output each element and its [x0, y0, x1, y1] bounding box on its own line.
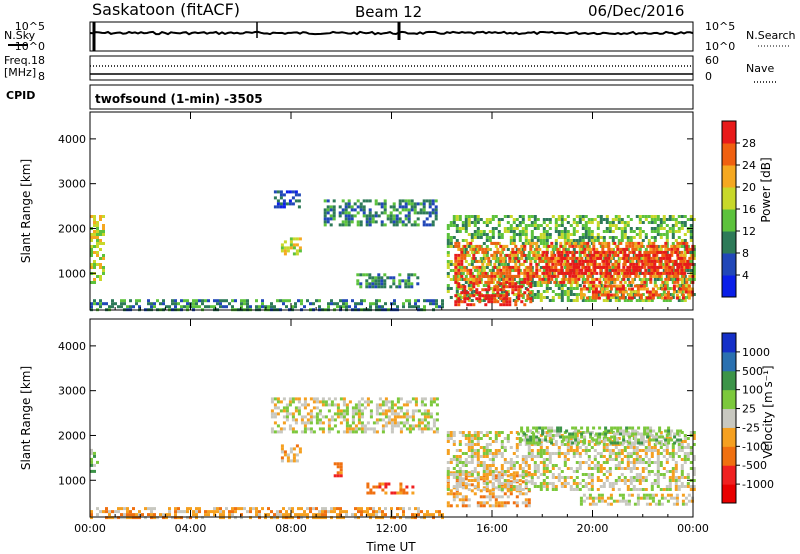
power-region-10 [542, 250, 690, 275]
velocity-region-4 [333, 462, 343, 478]
xtick-5: 20:00 [577, 522, 609, 535]
velocity-cbar-seg-0 [722, 484, 736, 504]
velocity-cbar-seg-6 [722, 370, 736, 391]
power-region-2 [273, 190, 301, 209]
velocity-cbar-seg-3 [722, 427, 736, 447]
xtick-1: 04:00 [175, 522, 207, 535]
velocity-cbar-tick-4: -25 [742, 421, 760, 434]
velocity-cbar-seg-1 [722, 465, 736, 485]
nave-label: Nave [746, 62, 774, 75]
power-cbar-tick-1: 8 [742, 247, 749, 260]
velocity-cbar-tick-2: 100 [742, 384, 763, 397]
velocity-cbar-seg-8 [722, 333, 736, 353]
velocity-ytick-1: 2000 [58, 429, 86, 442]
noise-rtick-bottom: 10^0 [705, 40, 735, 53]
velocity-cbar-seg-5 [722, 389, 736, 410]
power-ytick-2: 3000 [58, 178, 86, 191]
xtick-3: 12:00 [376, 522, 408, 535]
noise-ytick-top: 10^5 [15, 20, 45, 33]
power-cbar-tick-6: 28 [742, 137, 756, 150]
power-cbar-tick-2: 12 [742, 225, 756, 238]
cpid-label: CPID [6, 89, 35, 102]
velocity-data [90, 397, 696, 520]
noise-sky-label: N.Sky [4, 29, 36, 42]
velocity-ylabel: Slant Range [km] [19, 366, 33, 470]
power-cbar-seg-4 [722, 187, 736, 210]
noise-panel: N.Sky 10^5 10^0 10^5 10^0 N.Search [4, 20, 796, 53]
power-data [90, 190, 696, 312]
noise-ytick-bottom: 10^0 [15, 40, 45, 53]
power-region-0 [90, 215, 105, 284]
frequency-panel: Freq. [MHz] 18 8 60 0 Nave CPID [4, 54, 776, 102]
noise-search-label: N.Search [746, 29, 796, 42]
velocity-region-9 [579, 493, 694, 506]
velocity-region-1 [90, 507, 444, 520]
power-cbar-seg-1 [722, 253, 736, 276]
velocity-cbar-seg-4 [722, 408, 736, 428]
nave-tick-bottom: 0 [705, 70, 712, 83]
power-ylabel: Slant Range [km] [19, 159, 33, 263]
velocity-panel: 1000 2000 3000 4000 00:00 04:00 08:00 12:00 16:… [19, 318, 775, 535]
power-cbar-tick-4: 20 [742, 181, 756, 194]
xtick-2: 08:00 [275, 522, 307, 535]
velocity-cbar-tick-6: -500 [742, 459, 767, 472]
power-region-9 [579, 284, 694, 300]
xtick-0: 00:00 [74, 522, 106, 535]
velocity-cbar-tick-5: -100 [742, 440, 767, 453]
velocity-colorbar: 1000 500 100 25 -25 -100 -500 -1000 [721, 332, 774, 504]
power-ytick-1: 2000 [58, 222, 86, 235]
power-cbar-seg-5 [722, 165, 736, 188]
power-cbar-tick-3: 16 [742, 203, 756, 216]
cpid-panel [89, 84, 694, 110]
velocity-region-5 [366, 482, 415, 495]
power-region-1 [90, 299, 444, 312]
power-ytick-3: 4000 [58, 133, 86, 146]
power-ytick-0: 1000 [58, 267, 86, 280]
power-cbar-seg-2 [722, 231, 736, 254]
power-cbar-seg-3 [722, 209, 736, 232]
power-cbar-label: Power [dB] [759, 157, 773, 222]
cpid-mode: twofsound (1-min) -3505 [95, 92, 263, 106]
power-cbar-tick-5: 24 [742, 159, 756, 172]
velocity-region-3 [280, 444, 302, 463]
freq-label: Freq. [4, 54, 31, 67]
power-cbar-seg-0 [722, 275, 736, 298]
power-cbar-seg-6 [722, 143, 736, 166]
velocity-cbar-tick-1: 500 [742, 365, 763, 378]
velocity-cbar-seg-7 [722, 351, 736, 372]
velocity-cbar-tick-7: -1000 [742, 478, 774, 491]
velocity-region-8 [517, 426, 683, 445]
xtick-4: 16:00 [476, 522, 508, 535]
noise-rtick-top: 10^5 [705, 20, 735, 33]
velocity-cbar-tick-0: 1000 [742, 346, 770, 359]
velocity-region-0 [90, 448, 99, 473]
power-cbar-seg-7 [722, 121, 736, 144]
nave-tick-top: 60 [705, 54, 719, 67]
freq-ytick-top: 18 [31, 54, 45, 67]
velocity-region-2 [270, 397, 439, 434]
velocity-cbar-seg-2 [722, 446, 736, 466]
freq-ytick-bottom: 8 [38, 70, 45, 83]
beam-title: Beam 12 [355, 3, 422, 21]
velocity-cbar-tick-3: 25 [742, 403, 756, 416]
power-colorbar: 4 8 12 16 20 24 28 [721, 120, 756, 298]
velocity-ytick-2: 3000 [58, 385, 86, 398]
power-region-4 [323, 199, 438, 227]
velocity-ytick-3: 4000 [58, 340, 86, 353]
freq-unit: [MHz] [4, 66, 36, 79]
noise-sky-series [89, 30, 694, 36]
power-region-8 [454, 282, 533, 307]
x-axis-label: Time UT [365, 540, 416, 554]
station-title: Saskatoon (fitACF) [92, 0, 240, 19]
velocity-ytick-0: 1000 [58, 474, 86, 487]
xtick-6: 00:00 [677, 522, 709, 535]
date-title: 06/Dec/2016 [588, 2, 684, 20]
velocity-region-7 [446, 431, 696, 491]
velocity-cbar-label: Velocity [m s⁻¹] [761, 365, 775, 458]
power-cbar-tick-0: 4 [742, 269, 749, 282]
power-panel: 1000 2000 3000 4000 Slant Range [km] 4 8 12 16… [19, 111, 773, 312]
power-region-3 [280, 237, 302, 256]
power-region-5 [356, 273, 420, 289]
